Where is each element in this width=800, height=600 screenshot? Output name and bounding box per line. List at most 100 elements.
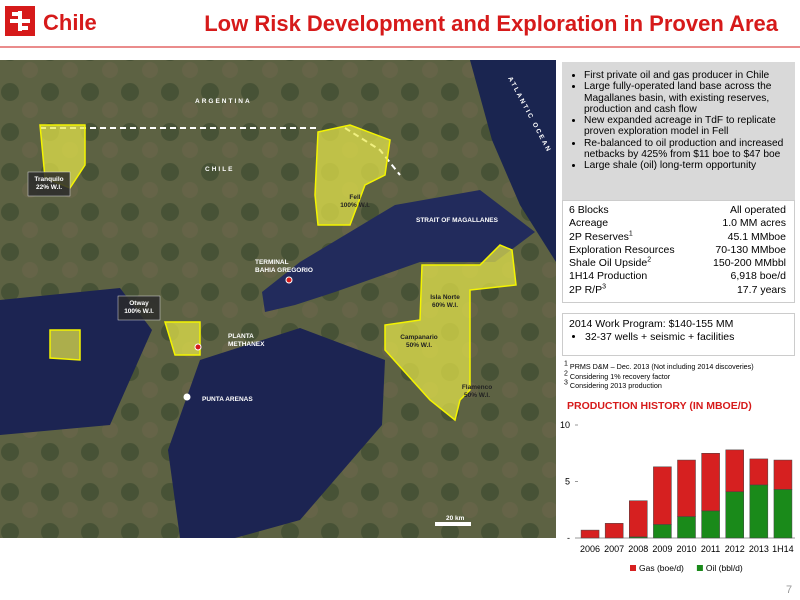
block-share: 100% W.I. [124, 308, 154, 315]
footnote-mark-text: 1 [564, 360, 568, 368]
fact-label-text: 2P R/P [569, 283, 603, 296]
fact-label-text: Exploration Resources [569, 243, 675, 256]
fact-row: 2P R/P3 17.7 years [569, 283, 786, 297]
work-program-title: 2014 Work Program: $140-155 MM [569, 318, 734, 330]
bar-segment [725, 491, 744, 539]
bar-segment [749, 484, 769, 539]
fact-value: 6,918 boe/d [730, 270, 786, 283]
highlight: Large shale (oil) long-term opportunity [584, 160, 787, 171]
region-label: CHILE [205, 166, 235, 173]
footnote: 3 Considering 2013 production [564, 380, 754, 391]
bar-segment [653, 466, 672, 525]
block-name: Isla Norte [430, 294, 460, 301]
fact-value: 150-200 MMbbl [713, 257, 786, 270]
bay [168, 328, 385, 538]
footnote-mark-text: 3 [564, 379, 568, 387]
highlight: First private oil and gas producer in Ch… [584, 70, 787, 81]
footnote-mark-text: 2 [564, 370, 568, 378]
fact-label: 2P R/P3 [569, 283, 606, 297]
y-tick-label: - [567, 533, 570, 543]
footnote-text: Considering 1% recovery factor [569, 371, 671, 381]
strait [262, 190, 535, 312]
block-share: 100% W.I. [340, 202, 370, 209]
x-tick-label: 2013 [749, 544, 769, 554]
y-tick-label: 5 [565, 477, 570, 487]
footnote-mark: 2 [564, 370, 568, 377]
scale-bar [435, 522, 471, 526]
chart-title: PRODUCTION HISTORY (IN MBOE/D) [567, 400, 752, 412]
fact-label-text: Shale Oil Upside [569, 257, 648, 270]
highlight: Large fully-operated land base across th… [584, 81, 787, 115]
fact-row: Shale Oil Upside2 150-200 MMbbl [569, 257, 786, 270]
footnote-ref-text: 3 [602, 283, 606, 291]
x-tick-label: 2010 [676, 544, 696, 554]
fact-value: 70-130 MMboe [715, 243, 786, 256]
highlight: New expanded acreage in TdF to replicate… [584, 115, 787, 138]
footnote-ref: 2 [647, 257, 651, 264]
block-share: 22% W.I. [36, 184, 62, 191]
bar-segment [773, 459, 793, 490]
fact-row: 1H14 Production 6,918 boe/d [569, 270, 786, 283]
bar-segment [653, 524, 672, 539]
footnote-ref: 3 [602, 283, 606, 290]
legend-label: Gas (boe/d) [639, 563, 684, 573]
block-share: 50% W.I. [464, 392, 490, 399]
fact-label: Acreage [569, 217, 608, 230]
fact-label: Shale Oil Upside2 [569, 257, 651, 270]
fact-label-text: 1H14 Production [569, 270, 648, 283]
legend-swatch [630, 565, 636, 571]
region-label: STRAIT OF MAGALLANES [416, 217, 499, 224]
block-name: Fell [349, 194, 360, 201]
fact-label-text: Acreage [569, 217, 609, 230]
footnote-mark: 3 [564, 380, 568, 387]
bar-segment [701, 510, 720, 539]
block-share: 60% W.I. [432, 302, 458, 309]
fact-label-text: 6 Blocks [569, 204, 609, 216]
fact-value: 1.0 MM acres [722, 217, 786, 230]
west-sea [0, 288, 152, 435]
y-tick-label: 10 [560, 420, 570, 430]
site-label: METHANEX [228, 341, 265, 348]
x-tick-label: 1H14 [772, 544, 794, 554]
fact-label: Exploration Resources [569, 244, 675, 257]
block-name: Campanario [400, 334, 438, 341]
logo-mark [10, 11, 30, 31]
page-number: 7 [786, 584, 792, 596]
footnote-ref-text: 2 [647, 256, 652, 264]
bar-segment [580, 529, 600, 539]
fact-row: Acreage 1.0 MM acres [569, 217, 786, 230]
fact-value: All operated [729, 204, 786, 216]
footnote-text: PRMS D&M – Dec. 2013 (Not including 2014… [569, 362, 754, 371]
block-label-box [27, 171, 71, 197]
x-tick-label: 2011 [701, 544, 720, 554]
slide-title: Low Risk Development and Exploration in … [204, 11, 779, 36]
brand: Chile [43, 10, 97, 35]
header: Chile Low Risk Development and Explorati… [0, 6, 800, 48]
footnote-text: Considering 2013 production [569, 381, 662, 390]
footnote: 2 Considering 1% recovery factor [564, 370, 754, 382]
site-marker [285, 276, 293, 284]
fact-label-text: 2P Reserves [569, 230, 629, 243]
block-name: Otway [129, 300, 149, 307]
legend-label: Oil (bbl/d) [706, 563, 743, 573]
footnotes: 1 PRMS D&M – Dec. 2013 (Not including 20… [564, 360, 754, 391]
fact-label: 2P Reserves1 [569, 230, 633, 244]
facts-table: 6 Blocks All operated Acreage 1.0 MM acres 2… [562, 200, 795, 303]
bar-segment [677, 459, 696, 517]
fact-row: Exploration Resources 70-130 MMboe [569, 244, 786, 257]
fact-row: 2P Reserves1 45.1 MMboe [569, 230, 786, 244]
footnote-ref: 1 [629, 230, 633, 237]
x-tick-label: 2008 [628, 544, 648, 554]
footnote: 1 PRMS D&M – Dec. 2013 (Not including 20… [564, 360, 754, 372]
site-label: PUNTA ARENAS [202, 396, 253, 403]
highlight: Re-balanced to oil production and increa… [584, 138, 787, 161]
x-tick-label: 2006 [580, 544, 600, 554]
site-label: TERMINAL [255, 259, 289, 266]
fact-label: 6 Blocks [569, 204, 609, 217]
legend-swatch [696, 565, 703, 571]
block-name: Flamenco [462, 384, 492, 391]
fact-value: 45.1 MMboe [727, 230, 786, 243]
block-name: Tranquilo [34, 176, 63, 183]
